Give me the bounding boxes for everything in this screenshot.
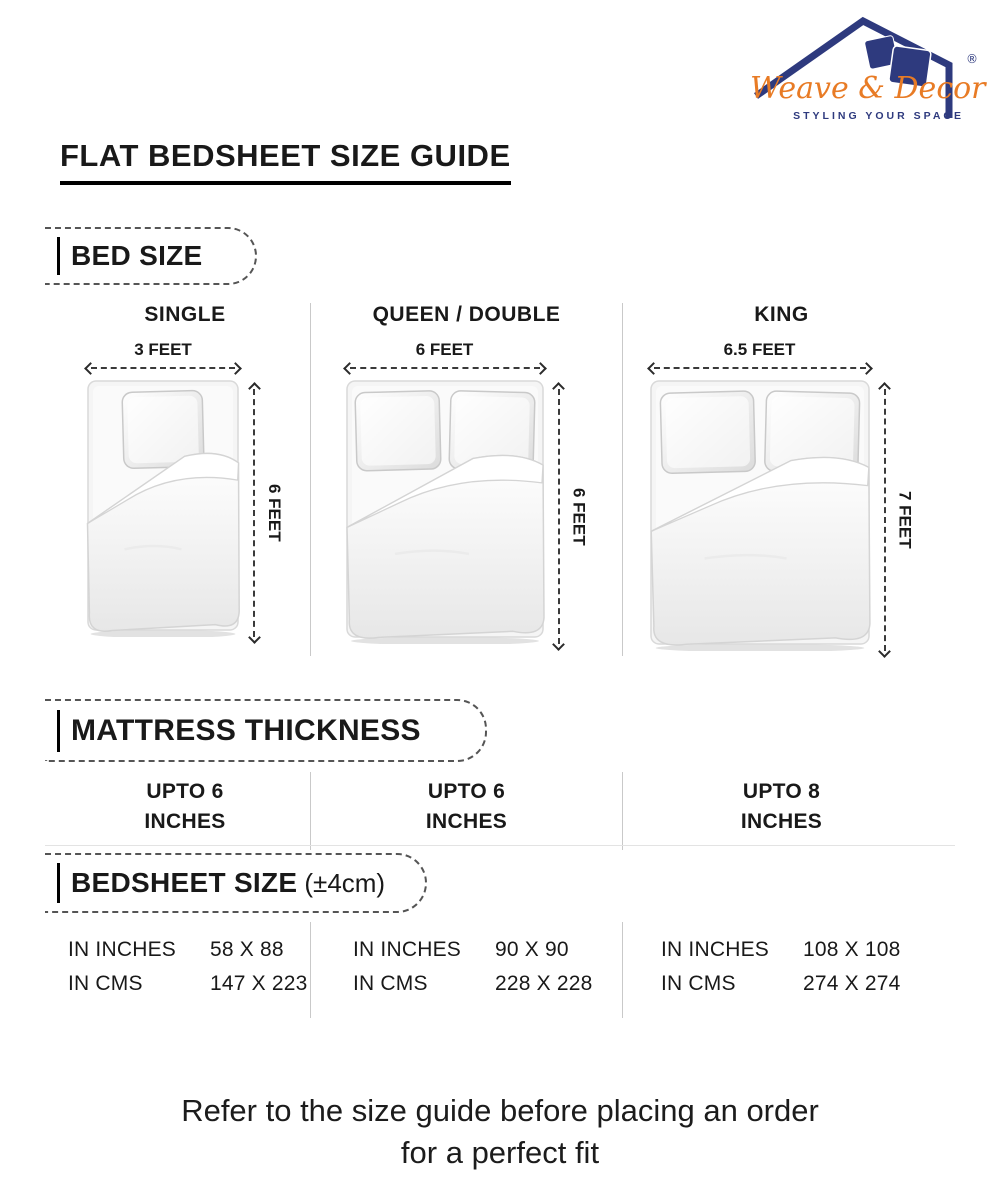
header-accent-bar [57, 709, 60, 752]
brand-wordmark: Weave & Decor [750, 71, 986, 106]
mattress-thickness-section-header: MATTRESS THICKNESS [45, 699, 487, 762]
width-dimension-label: 3 FEET [134, 340, 192, 359]
brand-logo: Weave & Decor ® STYLING YOUR SPACE [750, 12, 986, 124]
bedsheet-size-king: IN INCHES 108 X 108 IN CMS 274 X 274 [622, 922, 940, 1018]
bedsheet-size-tolerance: (±4cm) [304, 867, 386, 898]
table-row: IN CMS 147 X 223 [68, 972, 308, 995]
page-title: FLAT BEDSHEET SIZE GUIDE [60, 138, 511, 185]
bed-name-king: KING [754, 303, 809, 326]
table-row: IN CMS 228 X 228 [353, 972, 593, 995]
mattress-thickness-band: UPTO 6 INCHES UPTO 6 INCHES UPTO 8 INCHE… [60, 772, 940, 850]
registered-mark: ® [966, 52, 978, 66]
length-dimension-arrow [247, 382, 261, 644]
table-row: IN CMS 274 X 274 [661, 972, 901, 995]
footer-line-1: Refer to the size guide before placing a… [181, 1093, 819, 1128]
table-row: IN INCHES 108 X 108 [661, 938, 901, 961]
mattress-thickness-queen: UPTO 6 INCHES [310, 772, 622, 850]
footer-line-2: for a perfect fit [400, 1134, 600, 1170]
width-dimension-arrow [84, 361, 242, 375]
mattress-thickness-heading: MATTRESS THICKNESS [71, 713, 421, 747]
header-accent-bar [57, 237, 60, 275]
house-roof-icon [753, 16, 953, 118]
bedsheet-size-section-header: BEDSHEET SIZE (±4cm) [45, 853, 427, 913]
single-bed-illustration [86, 379, 240, 642]
bedsheet-size-heading: BEDSHEET SIZE [71, 867, 298, 898]
footer-note: Refer to the size guide before placing a… [0, 1090, 1000, 1174]
table-row: IN INCHES 58 X 88 [68, 938, 284, 961]
queen-bed-illustration [345, 379, 545, 649]
brand-tagline: STYLING YOUR SPACE [793, 110, 964, 122]
mattress-thickness-single: UPTO 6 INCHES [144, 780, 226, 834]
bedsheet-size-queen: IN INCHES 90 X 90 IN CMS 228 X 228 [310, 922, 622, 1018]
length-dimension-label: 7 FEET [895, 491, 915, 549]
king-bed-illustration [649, 379, 871, 656]
header-accent-bar [57, 863, 60, 903]
width-dimension-label: 6 FEET [415, 340, 474, 359]
length-dimension-label: 6 FEET [265, 484, 284, 542]
bed-name-single: SINGLE [144, 303, 226, 326]
bed-name-queen: QUEEN / DOUBLE [372, 303, 561, 326]
width-dimension-arrow [342, 361, 547, 375]
section-divider-line [45, 845, 955, 846]
length-dimension-arrow [552, 382, 565, 651]
width-dimension-arrow [646, 361, 873, 375]
length-dimension-label: 6 FEET [569, 487, 589, 546]
king-column: KING 6.5 FEET 7 FEET [622, 303, 940, 658]
bed-size-band: SINGLE 3 FEET 6 FEET QUEEN / DOU [60, 303, 940, 658]
pillows-icon [864, 35, 932, 88]
bed-size-section-header: BED SIZE [45, 227, 257, 285]
bedsheet-size-single: IN INCHES 58 X 88 IN CMS 147 X 223 [60, 922, 310, 1018]
mattress-thickness-king: UPTO 8 INCHES [622, 772, 940, 850]
width-dimension-label: 6.5 FEET [723, 340, 796, 359]
queen-column: QUEEN / DOUBLE 6 FEET 6 FEET [310, 303, 622, 656]
bedsheet-size-table: IN INCHES 58 X 88 IN CMS 147 X 223 IN IN… [60, 922, 940, 1018]
single-column: SINGLE 3 FEET 6 FEET [60, 303, 310, 656]
length-dimension-arrow [878, 382, 891, 658]
table-row: IN INCHES 90 X 90 [353, 938, 569, 961]
bed-size-heading: BED SIZE [71, 240, 203, 271]
